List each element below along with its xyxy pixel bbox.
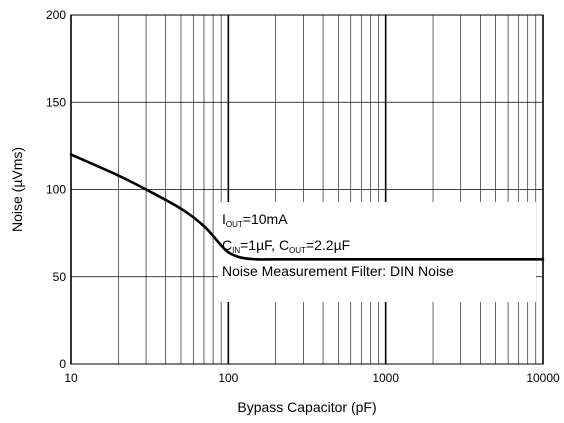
y-tick-label: 50 — [53, 270, 67, 284]
annotation-line-2: CIN=1µF, COUT=2.2µF — [222, 237, 350, 255]
y-tick-label: 0 — [59, 357, 66, 371]
plot-frame — [70, 14, 544, 365]
anno2-c1-sub: IN — [232, 246, 240, 255]
x-tick-label: 100 — [218, 371, 238, 385]
series-layer — [69, 153, 545, 261]
annotation-line-1: IOUT=10mA — [222, 211, 288, 229]
y-axis-title: Noise (µVms) — [9, 147, 25, 232]
annotation-background — [218, 202, 536, 302]
anno2-c2-sub: OUT — [289, 246, 306, 255]
anno2-c1-rest: =1µF, — [240, 237, 279, 253]
y-tick-labels: 0 50 100 150 200 — [46, 8, 66, 371]
y-tick-label: 100 — [46, 183, 66, 197]
anno1-sub: OUT — [226, 220, 243, 229]
x-tick-labels: 10 100 1000 10000 — [64, 371, 560, 385]
series-line-0 — [69, 153, 545, 261]
major-grid — [70, 14, 544, 365]
anno1-rest: =10mA — [243, 211, 288, 227]
anno2-c1: C — [222, 237, 232, 253]
x-tick-label: 1000 — [372, 371, 399, 385]
annotation-line-3: Noise Measurement Filter: DIN Noise — [222, 263, 454, 279]
x-tick-label: 10 — [64, 371, 78, 385]
anno1-main: I — [222, 211, 226, 227]
y-tick-label: 200 — [46, 8, 66, 22]
anno2-c2: C — [279, 237, 289, 253]
x-tick-label: 10000 — [526, 371, 560, 385]
annotation-box: IOUT=10mA CIN=1µF, COUT=2.2µF Noise Meas… — [218, 202, 536, 302]
anno2-c2-rest: =2.2µF — [306, 237, 350, 253]
x-axis-title: Bypass Capacitor (pF) — [237, 399, 376, 415]
y-tick-label: 150 — [46, 95, 66, 109]
